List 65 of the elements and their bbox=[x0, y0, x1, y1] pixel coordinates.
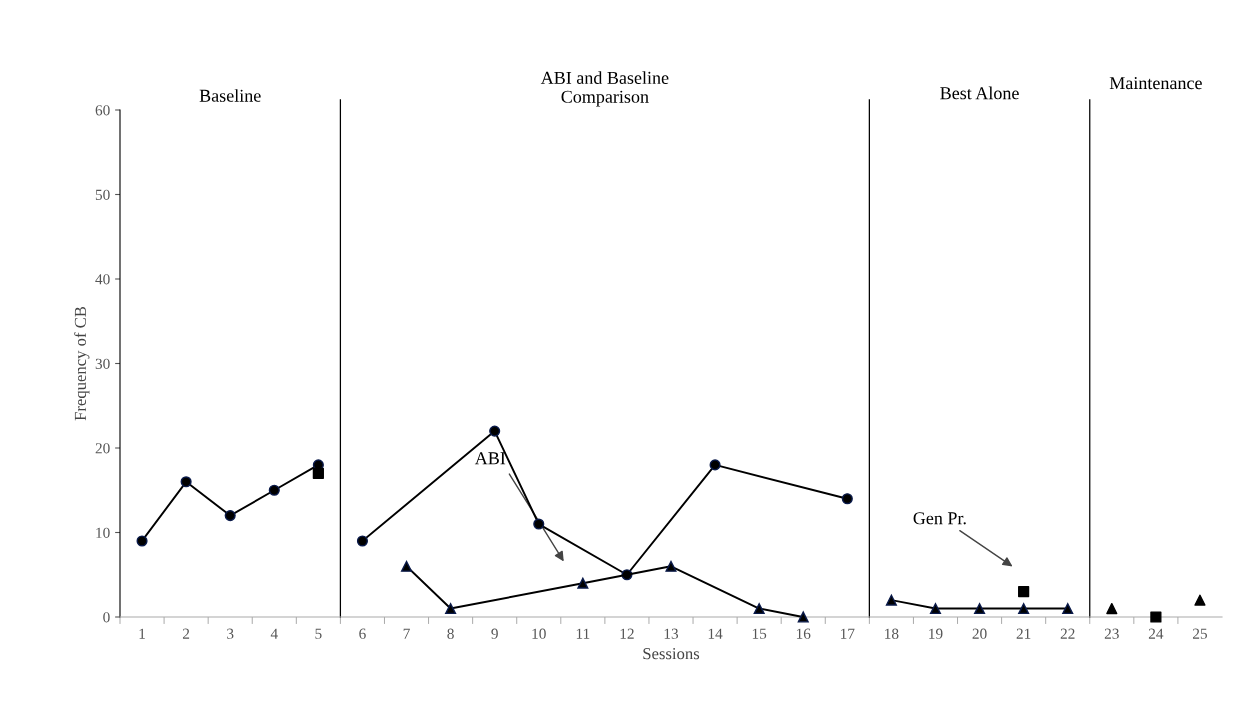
point bbox=[1150, 611, 1162, 623]
x-tick-label: 7 bbox=[403, 628, 410, 639]
point bbox=[974, 602, 986, 615]
point bbox=[400, 560, 413, 572]
x-tick-label: 22 bbox=[1060, 628, 1075, 639]
point bbox=[709, 459, 721, 471]
x-axis-title: Sessions bbox=[643, 648, 700, 660]
point bbox=[665, 560, 677, 572]
y-tick-label: 0 bbox=[103, 612, 110, 623]
x-tick-label: 15 bbox=[752, 628, 767, 639]
x-tick-label: 24 bbox=[1148, 628, 1164, 639]
y-tick-label: 60 bbox=[95, 105, 110, 116]
x-tick-label: 14 bbox=[708, 628, 723, 639]
x-tick-label: 6 bbox=[359, 628, 366, 639]
annotation: Gen Pr. bbox=[913, 512, 966, 525]
y-tick-label: 20 bbox=[95, 443, 110, 454]
point bbox=[577, 577, 589, 589]
point bbox=[797, 611, 809, 623]
x-tick-label: 12 bbox=[620, 628, 634, 639]
y-tick-label: 40 bbox=[95, 274, 110, 285]
point bbox=[1018, 602, 1030, 615]
text: Baseline bbox=[199, 89, 261, 102]
x-tick-label: 20 bbox=[972, 628, 987, 639]
x-tick-label: 11 bbox=[576, 628, 590, 639]
y-tick-label: 30 bbox=[95, 358, 110, 369]
x-tick-label: 21 bbox=[1016, 628, 1031, 639]
point bbox=[224, 510, 236, 522]
x-tick-label: 2 bbox=[182, 628, 190, 639]
x-tick-label: 9 bbox=[491, 628, 498, 639]
x-tick-label: 5 bbox=[315, 628, 322, 639]
y-axis-title: Frequency of CB bbox=[74, 306, 90, 421]
x-tick-label: 19 bbox=[929, 628, 943, 639]
text: Best Alone bbox=[940, 86, 1019, 100]
point bbox=[885, 594, 897, 606]
point bbox=[180, 476, 192, 488]
point bbox=[841, 493, 853, 505]
text: Maintenance bbox=[1109, 77, 1202, 90]
x-tick-label: 3 bbox=[227, 628, 234, 639]
x-tick-label: 17 bbox=[841, 628, 855, 639]
point bbox=[1018, 586, 1030, 598]
x-tick-label: 1 bbox=[139, 628, 145, 639]
point bbox=[268, 484, 280, 496]
x-tick-label: 10 bbox=[532, 628, 546, 639]
point bbox=[533, 518, 545, 530]
text: ABI and Baseline Comparison bbox=[540, 71, 669, 107]
y-tick-label: 50 bbox=[95, 189, 110, 200]
x-tick-label: 13 bbox=[664, 628, 679, 639]
x-tick-label: 25 bbox=[1192, 628, 1207, 639]
point bbox=[445, 602, 457, 615]
point bbox=[929, 602, 942, 615]
x-tick-label: 18 bbox=[885, 628, 899, 639]
point bbox=[1062, 602, 1074, 615]
point bbox=[1194, 594, 1206, 606]
x-tick-label: 8 bbox=[447, 628, 454, 639]
point bbox=[356, 535, 368, 547]
point bbox=[753, 602, 765, 615]
point bbox=[1106, 602, 1118, 615]
point bbox=[136, 535, 148, 547]
annotation: ABI bbox=[474, 452, 506, 465]
x-tick-label: 23 bbox=[1104, 628, 1119, 639]
x-tick-label: 16 bbox=[796, 628, 811, 639]
point bbox=[489, 425, 501, 437]
x-tick-label: 4 bbox=[270, 628, 278, 639]
point bbox=[312, 467, 324, 479]
y-tick-label: 10 bbox=[96, 527, 110, 538]
